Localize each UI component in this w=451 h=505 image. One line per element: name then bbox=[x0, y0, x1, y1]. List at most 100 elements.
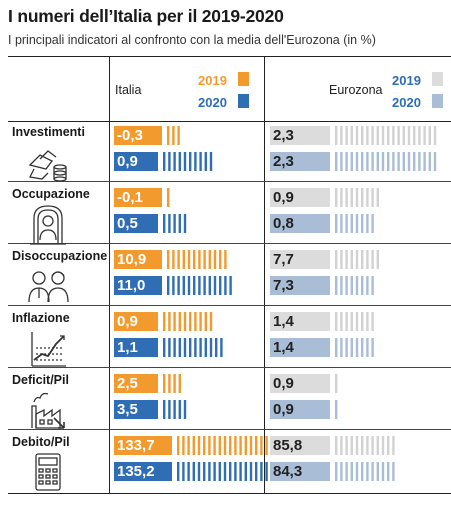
bar-tick bbox=[203, 250, 206, 269]
bar-tick bbox=[194, 338, 197, 357]
value-label: 2,3 bbox=[270, 126, 330, 145]
bar-tick bbox=[172, 126, 175, 145]
legend-italia-2019: 2019 bbox=[198, 73, 227, 88]
bar-tick bbox=[340, 338, 343, 357]
bar-tick bbox=[163, 152, 166, 171]
bar-tick bbox=[355, 338, 359, 357]
bar-tick bbox=[194, 312, 197, 331]
bar-tick bbox=[350, 126, 353, 145]
bar-tick bbox=[350, 152, 353, 171]
bar-tick bbox=[187, 250, 191, 269]
bar-tick bbox=[208, 250, 211, 269]
column-header-italia: Italia bbox=[115, 83, 142, 97]
bar-tick bbox=[187, 436, 190, 455]
bar-tick bbox=[361, 436, 364, 455]
bar-tick bbox=[350, 312, 353, 331]
bar-tick bbox=[350, 276, 353, 295]
bar-tick bbox=[350, 338, 353, 357]
bar-tick bbox=[203, 462, 206, 481]
bar-tick bbox=[376, 188, 379, 207]
tick-bar-group bbox=[167, 250, 227, 269]
bar-tick bbox=[366, 462, 369, 481]
bar-tick bbox=[433, 126, 437, 145]
value-label: -0,3 bbox=[114, 126, 162, 145]
bar-tick bbox=[187, 462, 190, 481]
bar-tick bbox=[173, 214, 176, 233]
value-label: 84,3 bbox=[270, 462, 330, 481]
tick-bar-group bbox=[335, 126, 437, 145]
bar-tick bbox=[172, 250, 175, 269]
bar-tick bbox=[340, 250, 343, 269]
tick-bar-group bbox=[335, 338, 374, 357]
bar-tick bbox=[215, 338, 218, 357]
bar-tick bbox=[178, 152, 181, 171]
bar-tick bbox=[366, 214, 369, 233]
bar-tick bbox=[381, 462, 385, 481]
bar-tick bbox=[366, 276, 369, 295]
legend-swatch-eurozona-2019 bbox=[432, 72, 443, 86]
bar-tick bbox=[381, 126, 385, 145]
bar-tick bbox=[203, 276, 206, 295]
bar-tick bbox=[189, 312, 192, 331]
bar-tick bbox=[387, 152, 390, 171]
bar-tick bbox=[361, 126, 364, 145]
bar-tick bbox=[392, 462, 395, 481]
bar-tick bbox=[423, 152, 426, 171]
bar-tick bbox=[345, 462, 348, 481]
bar-tick bbox=[361, 338, 364, 357]
bar-tick bbox=[255, 436, 258, 455]
bar-tick bbox=[428, 126, 431, 145]
bar-tick bbox=[355, 188, 359, 207]
value-label: 0,9 bbox=[114, 312, 158, 331]
bar-tick bbox=[371, 462, 374, 481]
bar-tick bbox=[350, 462, 353, 481]
tick-bar-group bbox=[163, 374, 181, 393]
bar-tick bbox=[355, 312, 359, 331]
bar-tick bbox=[345, 152, 348, 171]
bar-tick bbox=[361, 152, 364, 171]
bar-tick bbox=[392, 436, 395, 455]
bar-tick bbox=[345, 188, 348, 207]
bar-tick bbox=[229, 436, 232, 455]
bar-tick bbox=[173, 400, 176, 419]
bar-tick bbox=[189, 338, 192, 357]
bar-tick bbox=[213, 436, 216, 455]
value-label: 3,5 bbox=[114, 400, 158, 419]
value-label: 10,9 bbox=[114, 250, 162, 269]
bar-tick bbox=[178, 400, 181, 419]
bar-tick bbox=[345, 126, 348, 145]
bar-tick bbox=[209, 312, 213, 331]
bar-tick bbox=[413, 126, 416, 145]
bar-tick bbox=[433, 152, 437, 171]
bar-tick bbox=[371, 126, 374, 145]
tick-bar-group bbox=[177, 436, 279, 455]
bar-tick bbox=[168, 312, 171, 331]
bar-tick bbox=[407, 152, 411, 171]
bar-tick bbox=[187, 276, 191, 295]
bar-tick bbox=[189, 152, 192, 171]
bar-tick bbox=[224, 276, 227, 295]
value-label: 0,9 bbox=[270, 188, 330, 207]
bar-tick bbox=[335, 188, 338, 207]
bar-tick bbox=[168, 374, 171, 393]
column-divider-left bbox=[109, 57, 110, 494]
column-header-eurozona: Eurozona bbox=[329, 83, 383, 97]
bar-tick bbox=[355, 152, 359, 171]
bar-tick bbox=[197, 462, 201, 481]
bar-tick bbox=[167, 250, 170, 269]
tick-bar-group bbox=[167, 188, 170, 207]
bar-tick bbox=[366, 188, 369, 207]
bar-tick bbox=[163, 338, 166, 357]
tick-bar-group bbox=[163, 312, 213, 331]
bar-tick bbox=[366, 250, 369, 269]
bar-tick bbox=[178, 312, 181, 331]
bar-tick bbox=[183, 214, 187, 233]
bar-tick bbox=[392, 152, 395, 171]
value-label: 0,9 bbox=[114, 152, 158, 171]
bar-tick bbox=[223, 436, 227, 455]
bar-tick bbox=[260, 436, 263, 455]
bar-tick bbox=[345, 338, 348, 357]
value-label: -0,1 bbox=[114, 188, 162, 207]
bar-tick bbox=[366, 126, 369, 145]
bar-tick bbox=[376, 126, 379, 145]
